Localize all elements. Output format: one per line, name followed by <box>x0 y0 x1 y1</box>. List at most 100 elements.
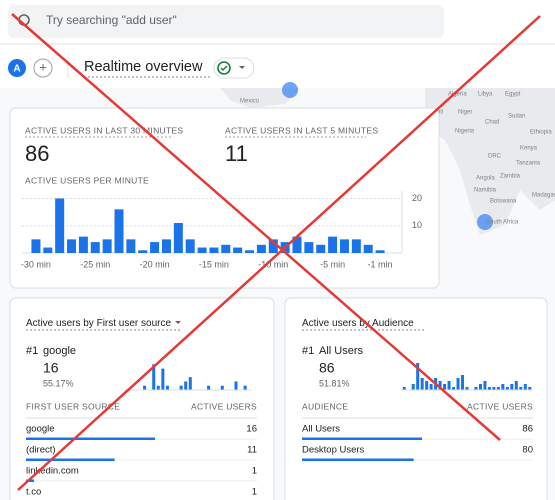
map-label: Botswana <box>490 199 517 205</box>
bar <box>402 387 406 390</box>
bar <box>150 242 160 253</box>
map-label: Angola <box>476 176 495 182</box>
card-title[interactable]: Active users by First user source <box>26 318 171 329</box>
metric-label: ACTIVE USERS IN LAST 30 MINUTES <box>25 125 183 135</box>
row-bar <box>26 437 155 440</box>
x-tick-label: -25 min <box>80 259 110 269</box>
row-value: 80 <box>522 445 533 456</box>
bar <box>173 223 183 253</box>
status-chip[interactable] <box>213 57 255 79</box>
x-tick-label: -10 min <box>258 259 288 269</box>
bar <box>528 387 532 390</box>
bar <box>505 387 509 390</box>
top-name: All Users <box>319 345 364 357</box>
map-labels: MexicoAlgeriaLibyaEgyptMaliNigerChadSuda… <box>240 92 555 226</box>
bar <box>429 384 433 390</box>
bar <box>351 239 361 253</box>
map-label: Zambia <box>500 174 521 180</box>
bar <box>126 239 136 253</box>
x-tick-label: -30 min <box>21 259 51 269</box>
bar <box>474 387 478 390</box>
row-value: 16 <box>246 424 257 435</box>
bar <box>179 385 183 390</box>
card-title-rest: by Audience <box>356 318 414 329</box>
row-name: (direct) <box>26 445 56 456</box>
map-label: DRC <box>488 154 502 160</box>
search-box[interactable] <box>8 5 444 38</box>
bar <box>188 377 192 390</box>
bar <box>420 378 424 390</box>
bar <box>487 387 491 390</box>
row-name: google <box>26 424 55 435</box>
bar <box>339 239 349 253</box>
bar <box>184 381 188 390</box>
bar <box>304 242 314 253</box>
bar <box>234 381 238 390</box>
bar <box>483 381 487 390</box>
add-button[interactable] <box>33 58 53 78</box>
bar <box>55 198 65 253</box>
search-placeholder: Try searching "add user" <box>46 13 177 27</box>
map-label: Mexico <box>240 99 260 105</box>
card-title-metric: Active users <box>26 318 80 329</box>
metric-value: 11 <box>225 141 248 166</box>
bar <box>316 244 326 253</box>
bar <box>492 387 496 390</box>
bar <box>461 375 465 390</box>
bar <box>519 387 523 390</box>
row-value: 86 <box>522 424 533 435</box>
bar <box>161 368 165 390</box>
column-header: AUDIENCE <box>302 401 348 411</box>
page-title: Realtime overview <box>84 59 203 75</box>
bar <box>256 244 266 253</box>
dropdown-arrow <box>239 66 245 69</box>
cross-line <box>17 15 541 491</box>
map-label: South Africa <box>486 220 519 226</box>
avatar[interactable] <box>8 59 26 77</box>
bar <box>90 242 100 253</box>
row-bar <box>26 458 115 461</box>
card-title-metric: Active users <box>302 318 356 329</box>
row-bar <box>302 437 422 440</box>
row-value: 1 <box>252 487 257 498</box>
card-title[interactable]: Active users by Audience <box>302 318 414 329</box>
bar <box>425 381 429 390</box>
table: AUDIENCE ACTIVE USERS All Users 86 Desktop U… <box>302 401 533 461</box>
bar <box>510 384 514 390</box>
row-value: 1 <box>252 466 257 477</box>
row-name: All Users <box>302 424 340 435</box>
y-tick-label: 20 <box>412 193 422 203</box>
y-tick-label: 10 <box>412 220 422 230</box>
column-header: FIRST USER SOURCE <box>26 401 120 411</box>
map-label: Algeria <box>448 92 467 98</box>
bar <box>243 385 247 390</box>
map-bubble <box>282 82 298 98</box>
bar <box>78 236 88 253</box>
top-share: 51.81% <box>319 378 350 388</box>
bar <box>411 384 415 390</box>
bar <box>102 239 112 253</box>
bar <box>197 247 207 253</box>
audience-card <box>284 297 548 500</box>
bar <box>447 381 451 390</box>
bar <box>209 247 219 253</box>
row-name: Desktop Users <box>302 445 365 456</box>
map-label: Nigeria <box>455 129 475 135</box>
bar <box>514 381 518 390</box>
per-minute-chart: 10 20 -30 min -25 min -20 min -15 min -10 min -… <box>21 191 422 269</box>
row-value: 11 <box>247 445 257 456</box>
map-label: Chad <box>485 120 499 126</box>
bar <box>292 236 302 253</box>
x-tick-label: -15 min <box>199 259 229 269</box>
bar <box>67 239 77 253</box>
avatar-letter: A <box>13 64 20 75</box>
bar <box>161 239 171 253</box>
add-symbol: + <box>39 59 47 74</box>
bar <box>143 385 147 390</box>
top-share: 55.17% <box>43 378 74 388</box>
source-card <box>9 297 275 500</box>
rank: #1 <box>302 345 314 357</box>
status-check <box>217 61 231 75</box>
map-label: Egypt <box>505 92 521 98</box>
